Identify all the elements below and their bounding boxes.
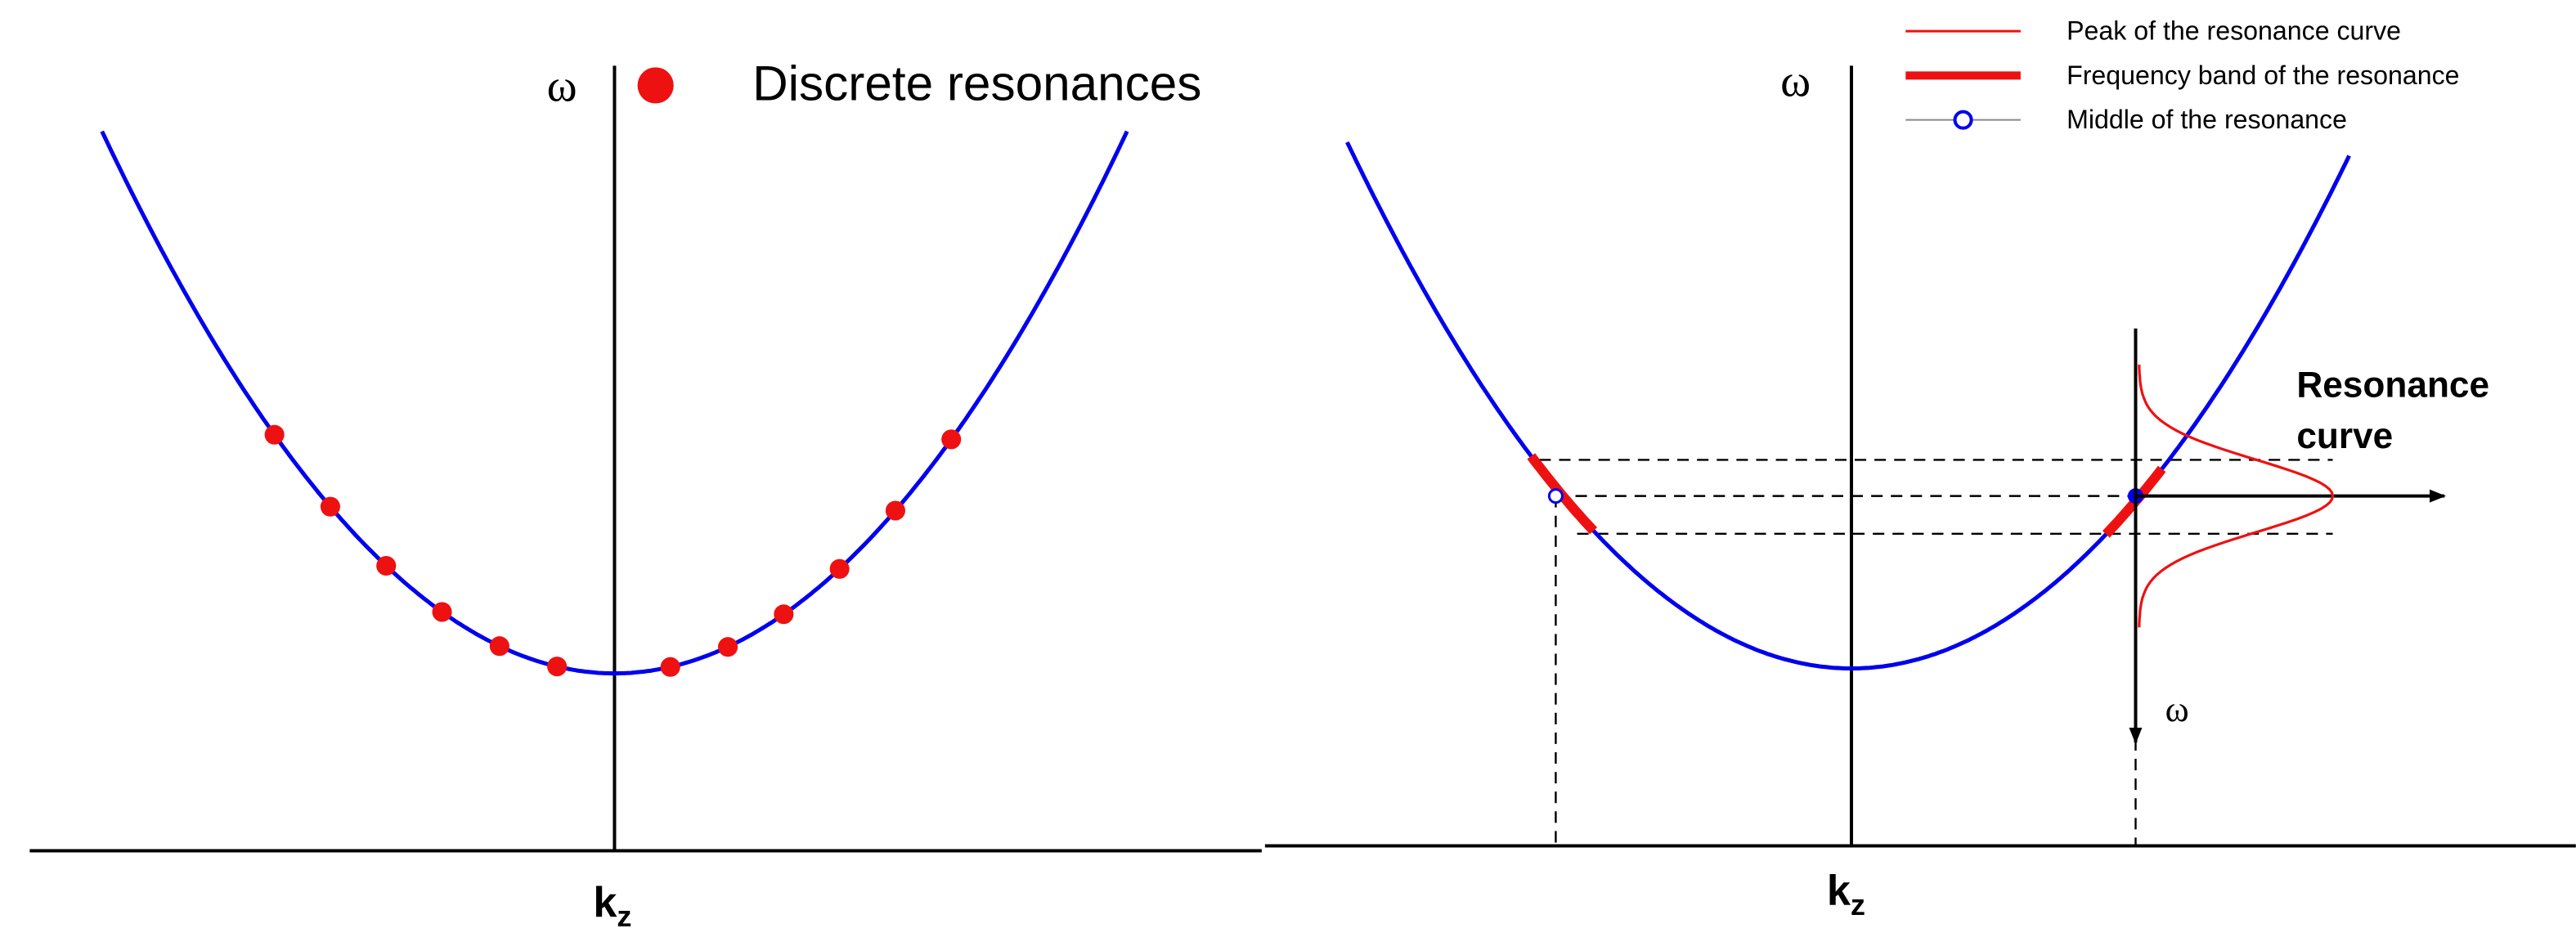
legend-dot xyxy=(637,67,674,104)
right-panel: Resonance curve ω ω kz Peak of the reson… xyxy=(1264,16,2576,921)
legend-text: Middle of the resonance xyxy=(2067,105,2347,134)
resonance-dot xyxy=(376,555,397,576)
resonance-dot xyxy=(432,602,452,622)
resonance-dot xyxy=(774,604,794,625)
dispersion-curve xyxy=(1345,141,2351,671)
legend-text: Discrete resonances xyxy=(752,55,1201,110)
resonance-label: curve xyxy=(2296,416,2393,456)
resonance-dot xyxy=(547,657,568,677)
omega-label: ω xyxy=(1780,56,1811,106)
legend-text: Peak of the resonance curve xyxy=(2067,16,2401,46)
resonance-dot xyxy=(489,636,509,657)
resonance-dot xyxy=(717,637,738,657)
resonance-dot xyxy=(941,429,962,450)
resonance-dot xyxy=(264,424,285,445)
omega-label: ω xyxy=(2165,689,2189,729)
resonance-curve xyxy=(2138,364,2335,628)
z: z xyxy=(617,899,631,932)
left-panel: ω Discrete resonances kz xyxy=(29,55,1262,932)
resonance-dots xyxy=(264,424,962,677)
omega-label: ω xyxy=(547,61,577,111)
k: k xyxy=(593,879,617,926)
kz-label: kz xyxy=(1827,868,1865,921)
middle-point xyxy=(1547,488,1564,504)
resonance-label: Resonance xyxy=(2296,365,2489,406)
resonance-dot xyxy=(829,558,850,579)
z: z xyxy=(1851,887,1865,921)
kz-label: kz xyxy=(593,879,631,933)
resonance-dot xyxy=(320,496,340,517)
resonance-dot xyxy=(660,657,680,677)
resonance-dot xyxy=(885,500,905,521)
legend-marker xyxy=(1953,110,1973,130)
legend-text: Frequency band of the resonance xyxy=(2067,61,2459,90)
k: k xyxy=(1827,868,1851,915)
